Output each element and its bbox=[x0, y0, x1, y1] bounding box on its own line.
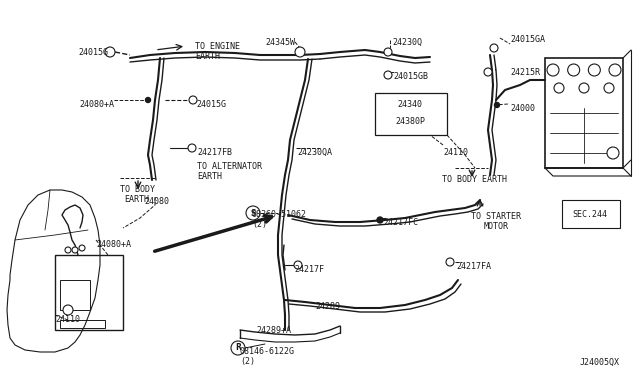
Circle shape bbox=[145, 97, 150, 103]
Text: 24080+A: 24080+A bbox=[96, 240, 131, 249]
Circle shape bbox=[579, 83, 589, 93]
Text: 24230QA: 24230QA bbox=[297, 148, 332, 157]
Text: J24005QX: J24005QX bbox=[580, 358, 620, 367]
Circle shape bbox=[294, 261, 302, 269]
Bar bbox=[375, 93, 447, 135]
Text: 08360-51062
(2): 08360-51062 (2) bbox=[252, 210, 307, 230]
Circle shape bbox=[246, 206, 260, 220]
Text: TO ENGINE
EARTH: TO ENGINE EARTH bbox=[195, 42, 240, 61]
Circle shape bbox=[384, 71, 392, 79]
Text: 24110: 24110 bbox=[443, 148, 468, 157]
Text: 24080: 24080 bbox=[145, 197, 170, 206]
Circle shape bbox=[79, 245, 85, 251]
Circle shape bbox=[189, 96, 197, 104]
Bar bbox=[60, 280, 90, 310]
Text: 24015G: 24015G bbox=[78, 48, 108, 57]
Text: 24110: 24110 bbox=[55, 315, 80, 324]
Circle shape bbox=[377, 217, 383, 223]
Circle shape bbox=[607, 147, 619, 159]
Circle shape bbox=[72, 247, 78, 253]
Circle shape bbox=[568, 64, 580, 76]
Circle shape bbox=[65, 247, 71, 253]
Text: 24015GB: 24015GB bbox=[393, 72, 428, 81]
Text: TO BODY EARTH: TO BODY EARTH bbox=[442, 175, 506, 184]
Circle shape bbox=[295, 47, 305, 57]
Text: 24289: 24289 bbox=[315, 302, 340, 311]
Text: 24217FC: 24217FC bbox=[383, 218, 418, 227]
Circle shape bbox=[609, 64, 621, 76]
Text: 24345W: 24345W bbox=[265, 38, 295, 47]
Circle shape bbox=[588, 64, 600, 76]
Text: 24000: 24000 bbox=[510, 104, 535, 113]
Text: S: S bbox=[250, 208, 256, 218]
Circle shape bbox=[384, 48, 392, 56]
Text: 24015GA: 24015GA bbox=[510, 35, 545, 44]
Circle shape bbox=[490, 44, 498, 52]
Circle shape bbox=[105, 47, 115, 57]
Text: 08146-6122G
(2): 08146-6122G (2) bbox=[240, 347, 295, 366]
Circle shape bbox=[495, 103, 499, 108]
Text: SEC.244: SEC.244 bbox=[573, 210, 607, 219]
Circle shape bbox=[446, 258, 454, 266]
Circle shape bbox=[604, 83, 614, 93]
Text: 24217FA: 24217FA bbox=[456, 262, 491, 271]
Bar bbox=[55, 255, 123, 330]
Circle shape bbox=[484, 68, 492, 76]
Bar bbox=[562, 200, 620, 228]
Text: 24215R: 24215R bbox=[510, 68, 540, 77]
Text: 24080+A: 24080+A bbox=[79, 100, 114, 109]
Text: TO STARTER
MOTOR: TO STARTER MOTOR bbox=[471, 212, 521, 231]
Bar bbox=[545, 58, 623, 168]
Circle shape bbox=[231, 341, 245, 355]
Text: 24015G: 24015G bbox=[196, 100, 226, 109]
Text: 24340: 24340 bbox=[397, 100, 422, 109]
Text: R: R bbox=[235, 343, 241, 353]
Text: 24380P: 24380P bbox=[395, 117, 425, 126]
Text: 24230Q: 24230Q bbox=[392, 38, 422, 47]
Circle shape bbox=[63, 305, 73, 315]
Circle shape bbox=[188, 144, 196, 152]
Bar bbox=[60, 320, 105, 328]
Circle shape bbox=[547, 64, 559, 76]
Text: TO ALTERNATOR
EARTH: TO ALTERNATOR EARTH bbox=[197, 162, 262, 182]
Text: TO BODY
EARTH: TO BODY EARTH bbox=[120, 185, 154, 204]
Circle shape bbox=[554, 83, 564, 93]
Text: 24217F: 24217F bbox=[294, 265, 324, 274]
Text: 24217FB: 24217FB bbox=[197, 148, 232, 157]
Text: 24289+A: 24289+A bbox=[256, 326, 291, 335]
